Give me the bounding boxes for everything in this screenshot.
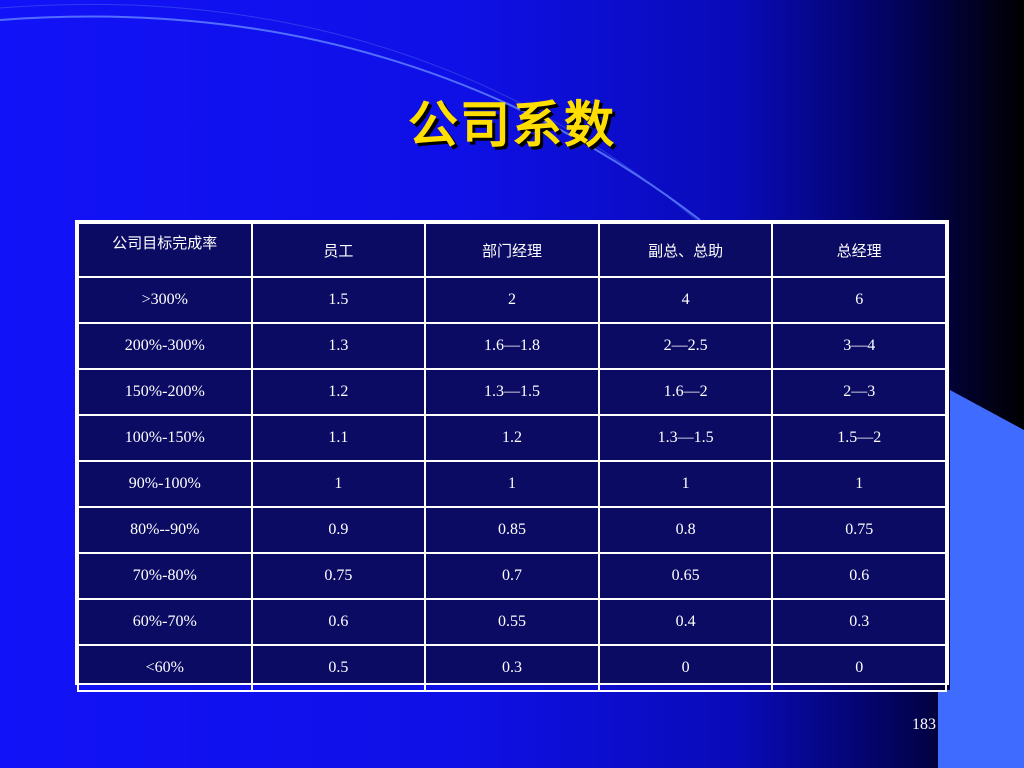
table-row: 80%--90% 0.9 0.85 0.8 0.75	[77, 506, 947, 554]
table-cell: 1.2	[250, 368, 427, 416]
background-corner-shape	[938, 390, 1024, 768]
table-cell: 1.3	[250, 322, 427, 370]
table-cell: 2	[424, 276, 600, 324]
background-arc-line-faint	[0, 3, 721, 241]
table-cell: 80%--90%	[77, 506, 253, 554]
table-cell: 1	[424, 460, 600, 508]
table-header-row: 公司目标完成率 员工 部门经理 副总、总助 总经理	[77, 222, 947, 278]
table-cell: >300%	[77, 276, 253, 324]
table-cell: 1.3—1.5	[597, 414, 774, 462]
table-cell: 1.2	[424, 414, 600, 462]
table-cell: 70%-80%	[77, 552, 253, 600]
table-cell: 150%-200%	[77, 368, 253, 416]
table-cell: 1.3—1.5	[424, 368, 600, 416]
table-cell: 1.6—2	[597, 368, 774, 416]
table-cell: 60%-70%	[77, 598, 253, 646]
header-department-manager: 部门经理	[424, 222, 600, 278]
background-arc-line	[0, 15, 701, 221]
table-row: 70%-80% 0.75 0.7 0.65 0.6	[77, 552, 947, 600]
table-cell: 0.5	[250, 644, 427, 692]
table-cell: 0.3	[771, 598, 947, 646]
table-row: <60% 0.5 0.3 0 0	[77, 644, 947, 692]
header-general-manager: 总经理	[771, 222, 947, 278]
table-cell: 0.8	[597, 506, 774, 554]
table-cell: 4	[597, 276, 774, 324]
table-cell: 0.55	[424, 598, 600, 646]
table-cell: 0.3	[424, 644, 600, 692]
page-number: 183	[912, 716, 936, 733]
table-row: 200%-300% 1.3 1.6—1.8 2—2.5 3—4	[77, 322, 947, 370]
table-cell: 100%-150%	[77, 414, 253, 462]
slide-title: 公司系数	[408, 96, 616, 154]
coefficient-table: 公司目标完成率 员工 部门经理 副总、总助 总经理 >300% 1.5 2 4 …	[75, 220, 949, 692]
table-cell: 1.5—2	[771, 414, 947, 462]
table-cell: 0.6	[250, 598, 427, 646]
table-cell: 0	[771, 644, 947, 692]
table-cell: 2—3	[771, 368, 947, 416]
table-cell: 1.1	[250, 414, 427, 462]
header-vice-president: 副总、总助	[597, 222, 774, 278]
table-cell: 90%-100%	[77, 460, 253, 508]
table-row: >300% 1.5 2 4 6	[77, 276, 947, 324]
table-cell: 1	[771, 460, 947, 508]
table-cell: 0.65	[597, 552, 774, 600]
table-row: 100%-150% 1.1 1.2 1.3—1.5 1.5—2	[77, 414, 947, 462]
table-cell: 0	[597, 644, 774, 692]
table-cell: 0.9	[250, 506, 427, 554]
table-cell: 6	[771, 276, 947, 324]
table-cell: 3—4	[771, 322, 947, 370]
table-cell: 0.85	[424, 506, 600, 554]
table-cell: 200%-300%	[77, 322, 253, 370]
table-cell: 0.6	[771, 552, 947, 600]
table-cell: 0.75	[771, 506, 947, 554]
table-cell: <60%	[77, 644, 253, 692]
header-employee: 员工	[250, 222, 427, 278]
table-cell: 2—2.5	[597, 322, 774, 370]
table-cell: 1	[250, 460, 427, 508]
table-cell: 1.5	[250, 276, 427, 324]
header-completion-rate: 公司目标完成率	[77, 222, 253, 278]
table-row: 60%-70% 0.6 0.55 0.4 0.3	[77, 598, 947, 646]
table-cell: 0.75	[250, 552, 427, 600]
table-cell: 0.4	[597, 598, 774, 646]
table-cell: 0.7	[424, 552, 600, 600]
table-cell: 1	[597, 460, 774, 508]
table-row: 150%-200% 1.2 1.3—1.5 1.6—2 2—3	[77, 368, 947, 416]
table-row: 90%-100% 1 1 1 1	[77, 460, 947, 508]
coefficient-table-grid: 公司目标完成率 员工 部门经理 副总、总助 总经理 >300% 1.5 2 4 …	[77, 222, 947, 692]
table-cell: 1.6—1.8	[424, 322, 600, 370]
